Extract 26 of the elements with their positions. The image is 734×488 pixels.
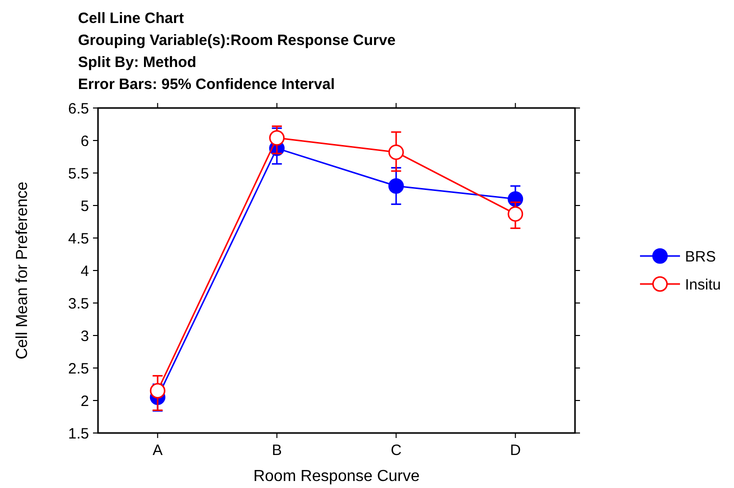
y-tick-label: 2 bbox=[80, 392, 89, 410]
y-tick-label: 2.5 bbox=[68, 360, 89, 378]
y-tick-label: 6 bbox=[80, 132, 89, 150]
chart-subtitle: Grouping Variable(s):Room Response Curve Split By: Method Error Bars: 95% Confidence Interval bbox=[78, 32, 396, 93]
x-tick-label: B bbox=[272, 442, 282, 459]
legend-label: BRS bbox=[685, 248, 716, 266]
y-tick-label: 5.5 bbox=[68, 165, 89, 182]
y-tick-label: 3.5 bbox=[68, 295, 89, 312]
x-tick-label: C bbox=[390, 442, 402, 459]
y-tick-label: 4.5 bbox=[68, 230, 89, 248]
point bbox=[150, 383, 166, 398]
x-tick-label: A bbox=[152, 442, 163, 459]
legend-label: Insitu bbox=[685, 276, 721, 294]
y-tick-label: 1.5 bbox=[68, 425, 89, 442]
y-tick-label: 6.5 bbox=[68, 100, 89, 118]
point bbox=[508, 206, 524, 222]
chart-title: Cell Line Chart bbox=[78, 10, 184, 27]
x-tick-label: D bbox=[510, 442, 521, 459]
point bbox=[388, 144, 404, 160]
x-axis-title: Room Response Curve bbox=[253, 468, 420, 485]
y-axis-title: Cell Mean for Preference bbox=[14, 181, 31, 360]
y-tick-label: 4 bbox=[80, 262, 89, 280]
point bbox=[388, 178, 404, 194]
point bbox=[269, 130, 285, 146]
y-tick-label: 3 bbox=[80, 328, 89, 345]
y-tick-label: 5 bbox=[80, 198, 89, 215]
